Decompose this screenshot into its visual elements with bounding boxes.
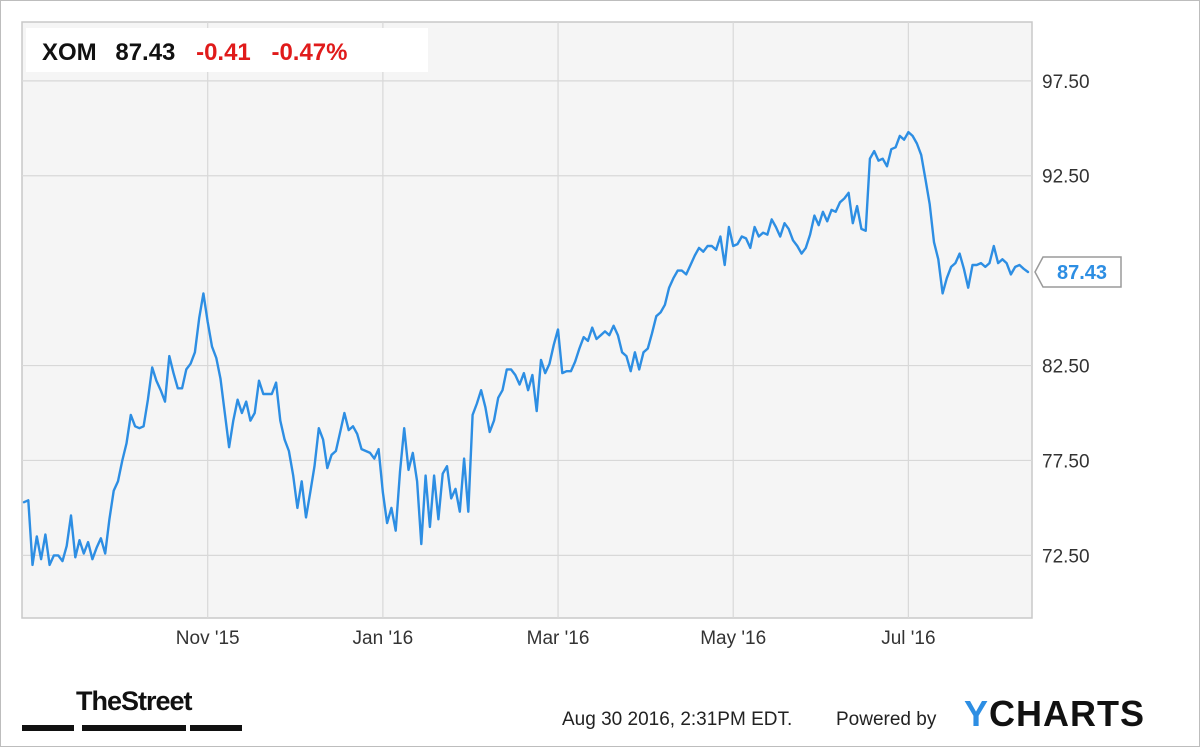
x-tick-label: May '16 xyxy=(700,628,766,649)
series-layer xyxy=(22,130,1030,567)
last-value-callout: 87.43 xyxy=(1034,256,1122,288)
grid-lines xyxy=(22,22,1032,618)
logo-bar-1 xyxy=(22,725,74,731)
ycharts-logo-rest: CHARTS xyxy=(989,693,1145,734)
y-tick-label: 72.50 xyxy=(1042,546,1090,567)
plot-area xyxy=(21,21,1033,619)
thestreet-logo: TheStreet xyxy=(22,686,242,731)
price-change: -0.41 xyxy=(196,39,251,66)
legend: XOM 87.43 -0.41 -0.47% xyxy=(26,28,428,72)
y-tick-label: 77.50 xyxy=(1042,451,1090,472)
x-tick-label: Mar '16 xyxy=(527,628,590,649)
price-change-percent: -0.47% xyxy=(271,39,347,66)
legend-ticker: XOM 87.43 -0.41 -0.47% xyxy=(42,39,348,66)
ycharts-logo-y: Y xyxy=(964,693,989,734)
thestreet-logo-text: TheStreet xyxy=(76,686,193,716)
x-tick-label: Jul '16 xyxy=(881,628,935,649)
x-tick-label: Nov '15 xyxy=(176,628,240,649)
y-tick-label: 97.50 xyxy=(1042,72,1090,93)
ycharts-logo-text: YCHARTS xyxy=(964,693,1145,734)
y-tick-label: 82.50 xyxy=(1042,357,1090,378)
timestamp: Aug 30 2016, 2:31PM EDT. xyxy=(562,709,792,730)
logo-bar-2 xyxy=(82,725,134,731)
ticker-symbol: XOM xyxy=(42,39,97,66)
x-tick-label: Jan '16 xyxy=(353,628,414,649)
y-tick-label: 92.50 xyxy=(1042,167,1090,188)
price-series-line xyxy=(22,130,1030,567)
powered-by-label: Powered by xyxy=(836,709,937,730)
logo-bar-4 xyxy=(190,725,242,731)
axis-ticks: 72.50 77.50 82.50 92.50 97.50 Nov '15 Jan '16 M… xyxy=(176,72,1090,649)
ycharts-logo: YCHARTS xyxy=(964,693,1145,734)
current-price: 87.43 xyxy=(115,39,175,66)
legend-background xyxy=(26,28,428,72)
last-value-label: 87.43 xyxy=(1057,262,1107,284)
logo-bar-3 xyxy=(134,725,186,731)
last-value-box xyxy=(1034,256,1122,288)
